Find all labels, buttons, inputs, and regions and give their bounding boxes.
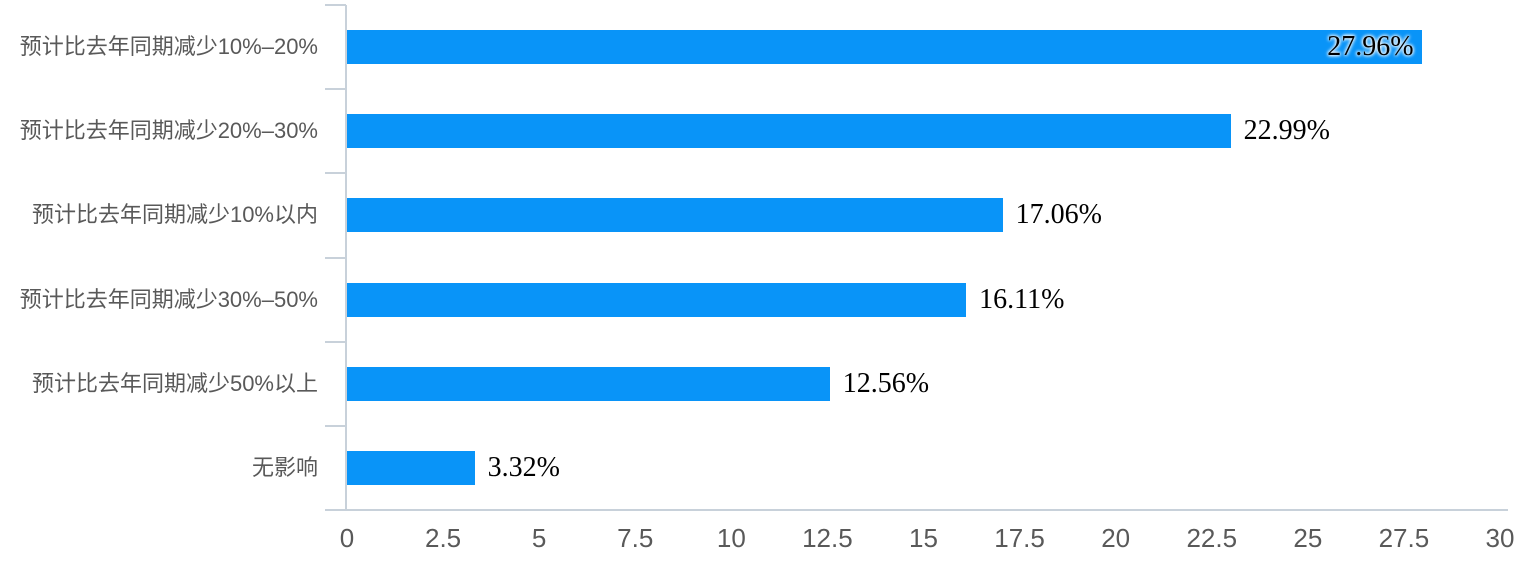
y-axis-tick [325, 424, 346, 427]
y-axis-tick [325, 340, 346, 343]
y-axis-tick [325, 4, 346, 6]
y-axis-tick [325, 172, 346, 175]
x-axis-tick-label: 20 [1101, 523, 1131, 553]
x-axis-tick-label: 7.5 [617, 523, 654, 553]
bar[interactable] [347, 198, 1003, 233]
y-axis-tick [325, 509, 346, 511]
value-label: 17.06% [1015, 199, 1102, 231]
x-axis-tick-label: 2.5 [425, 523, 462, 553]
value-label: 16.11% [979, 283, 1065, 315]
x-axis-tick-label: 10 [716, 523, 746, 553]
category-label: 预计比去年同期减少30%–50% [19, 286, 318, 312]
x-axis-tick-label: 0 [339, 523, 355, 553]
x-axis-tick-label: 15 [909, 523, 938, 553]
x-axis-tick-label: 30 [1485, 523, 1515, 553]
value-label: 22.99% [1243, 115, 1330, 147]
bar[interactable] [347, 30, 1422, 65]
category-label: 预计比去年同期减少20%–30% [19, 118, 318, 144]
bar[interactable] [347, 450, 475, 485]
y-axis-tick [325, 88, 346, 91]
category-label: 无影响 [251, 454, 318, 480]
x-axis-tick-label: 12.5 [802, 523, 853, 553]
x-axis-tick-label: 17.5 [994, 523, 1045, 553]
bar[interactable] [347, 114, 1231, 149]
bar[interactable] [347, 366, 830, 401]
x-axis-line [325, 509, 1508, 511]
y-axis-line [345, 5, 347, 511]
y-axis-tick [325, 256, 346, 259]
value-label: 12.56% [842, 367, 930, 399]
x-axis-tick-label: 27.5 [1378, 523, 1430, 553]
x-axis-tick-label: 22.5 [1186, 523, 1238, 553]
x-axis-tick-label: 5 [531, 523, 547, 553]
category-label: 预计比去年同期减少10%以内 [31, 202, 318, 228]
category-label: 预计比去年同期减少50%以上 [31, 370, 318, 396]
value-label: 3.32% [487, 451, 560, 483]
x-axis-tick-label: 25 [1293, 523, 1323, 553]
value-label: 27.96% [1327, 31, 1414, 63]
bar[interactable] [347, 282, 967, 317]
category-label: 预计比去年同期减少10%–20% [19, 34, 318, 60]
